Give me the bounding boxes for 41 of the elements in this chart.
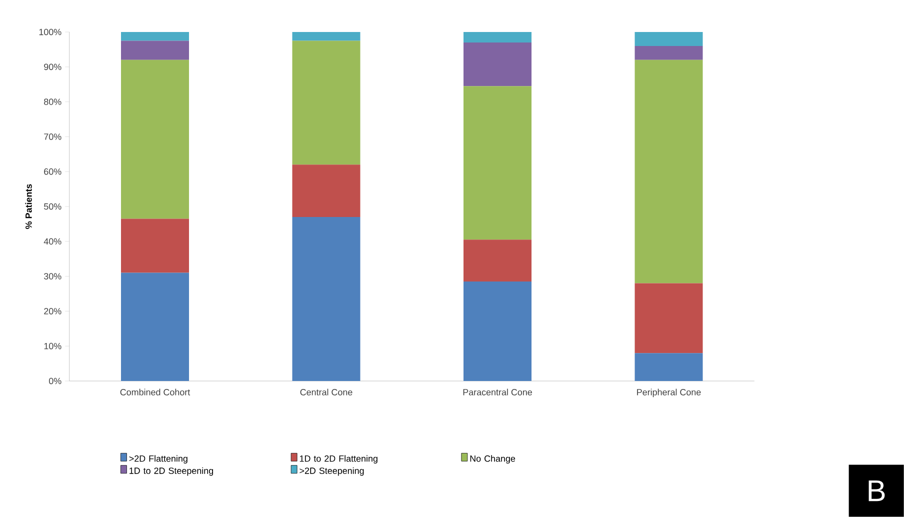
legend-label: 1D to 2D Flattening [300,455,378,464]
legend-label: 1D to 2D Steepening [130,467,214,476]
bar [121,272,190,381]
bar [292,164,360,217]
bar [464,282,532,381]
x-tick-label: Peripheral Cone [637,388,701,398]
y-tick-label: 60% [44,168,62,175]
bar [292,40,360,165]
bar [121,60,190,219]
legend-label: No Change [470,455,516,464]
bar [464,86,532,240]
y-tick-label: 80% [44,98,62,105]
x-tick-label: Central Cone [300,388,352,396]
x-tick-label: Combined Cohort [120,388,190,396]
legend-label: >2D Flattening [129,455,188,464]
bar [634,60,703,284]
bar [634,283,703,354]
y-tick-label: 10% [44,342,62,350]
y-tick-label: 30% [44,273,62,280]
bar [121,40,190,60]
bar [121,218,190,273]
y-tick-label: 90% [44,64,62,70]
y-axis-title: % Patients [25,184,32,229]
bar [634,46,703,60]
bar [634,353,703,381]
y-tick-label: 70% [44,134,62,140]
bar [121,32,190,41]
bar [464,240,532,282]
bar [292,32,360,41]
legend-label: >2D Steepening [300,467,364,476]
y-tick-label: 50% [44,203,62,210]
text: B [868,480,885,502]
bar [464,42,532,86]
bar [634,32,703,46]
y-tick-label: 20% [44,308,62,314]
y-tick-label: 0% [48,378,62,384]
y-tick-label: 100% [39,28,62,36]
bar [464,32,532,42]
y-tick-label: 40% [44,238,62,245]
bar [292,216,360,381]
x-tick-label: Paracentral Cone [463,388,532,396]
